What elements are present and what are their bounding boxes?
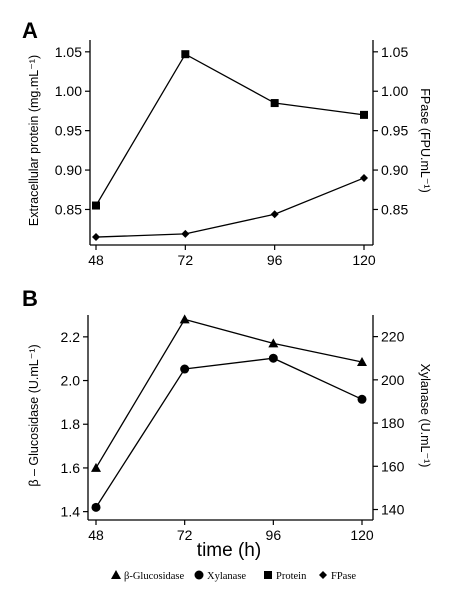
left-tick-label: 1.05 (55, 44, 82, 60)
data-point-xylanase (180, 364, 190, 374)
legend-marker-triangle (111, 570, 121, 579)
data-point-xylanase (91, 502, 101, 512)
right-tick-label: 180 (381, 415, 405, 431)
left-axis-title: β – Glucosidase (U.mL⁻¹) (27, 344, 41, 486)
data-point-xylanase (357, 394, 367, 404)
left-tick-label: 0.90 (55, 162, 82, 178)
series-line-xylanase (95, 357, 363, 508)
data-point-protein (270, 99, 279, 108)
right-tick-label: 160 (381, 458, 405, 474)
right-tick-label: 0.95 (381, 123, 408, 139)
right-tick-label: 1.05 (381, 44, 408, 60)
x-tick-label: 120 (350, 527, 374, 543)
x-tick-label: 96 (266, 527, 282, 543)
right-tick-label: 200 (381, 372, 405, 388)
data-point-fpase (92, 233, 100, 242)
legend-label: FPase (331, 571, 356, 582)
left-tick-label: 1.8 (61, 416, 81, 432)
left-tick-label: 0.95 (55, 123, 82, 139)
data-point-protein (181, 50, 190, 59)
legend: β-Glucosidase Xylanase Protein FPase (111, 570, 356, 582)
legend-marker-circle (194, 570, 204, 580)
left-tick-label: 1.00 (55, 83, 82, 99)
legend-label: β-Glucosidase (124, 571, 184, 582)
data-point-fpase (181, 229, 190, 238)
panel-a: A 0.85 0.90 0.95 1.00 1.05 0.85 0.90 0.95 1.00 1.0… (22, 18, 432, 268)
data-point-glucosidase (357, 356, 367, 366)
data-point-glucosidase (179, 314, 190, 324)
x-tick-label: 48 (88, 252, 104, 268)
panel-label: A (22, 18, 38, 43)
right-tick-label: 1.00 (381, 83, 408, 99)
panel-b: B 1.4 1.6 1.8 2.0 2.2 140 160 180 200 220 48 72 96 120… (22, 286, 432, 561)
legend-label: Xylanase (207, 571, 246, 582)
series-line-glucosidase (95, 318, 363, 469)
x-tick-label: 72 (177, 527, 193, 543)
data-point-glucosidase (91, 462, 101, 472)
data-point-fpase (360, 173, 368, 182)
right-axis-title: Xylanase (U.mL⁻¹) (418, 364, 432, 468)
legend-marker-square (264, 571, 272, 579)
x-tick-label: 72 (178, 252, 194, 268)
left-tick-label: 2.0 (61, 373, 81, 389)
left-tick-label: 1.4 (61, 504, 81, 520)
x-tick-label: 120 (352, 252, 376, 268)
data-point-xylanase (268, 353, 278, 363)
x-tick-label: 48 (88, 527, 104, 543)
data-point-protein (360, 110, 368, 119)
series-line-fpase (95, 177, 365, 238)
right-tick-label: 140 (381, 502, 405, 518)
left-tick-label: 0.85 (55, 201, 82, 217)
data-point-fpase (270, 210, 279, 219)
left-tick-label: 2.2 (61, 329, 81, 345)
series-line-protein (95, 53, 365, 206)
panel-label: B (22, 286, 38, 311)
legend-label: Protein (276, 571, 307, 582)
right-tick-label: 220 (381, 329, 405, 345)
right-axis-title: FPase (FPU.mL⁻¹) (418, 88, 432, 193)
data-point-protein (92, 201, 100, 210)
left-axis-title: Extracellular protein (mg.mL⁻¹) (27, 55, 41, 226)
right-tick-label: 0.85 (381, 201, 408, 217)
x-tick-label: 96 (267, 252, 283, 268)
left-tick-label: 1.6 (61, 460, 81, 476)
right-tick-label: 0.90 (381, 162, 408, 178)
legend-marker-diamond (319, 571, 327, 579)
data-point-glucosidase (268, 338, 279, 348)
x-axis-title: time (h) (197, 540, 261, 561)
